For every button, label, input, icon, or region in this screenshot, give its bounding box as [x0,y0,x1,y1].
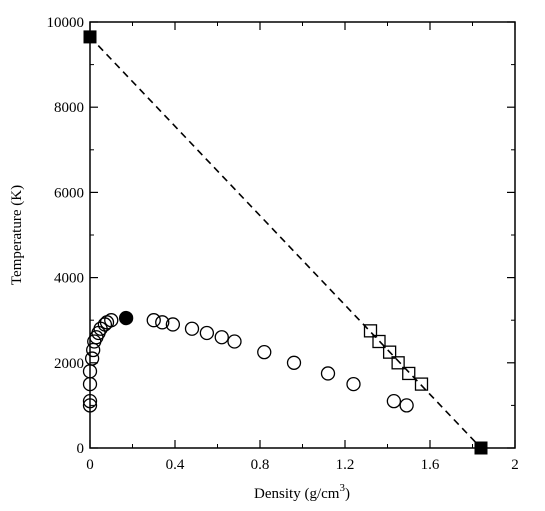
open-circle-point [346,376,361,392]
open-circle-point [214,330,229,345]
open-circle-point [82,393,98,409]
x-axis-label-superscript: 3 [339,482,345,494]
marks [82,30,488,455]
plot-frame [89,21,516,449]
y-tick-label: 8000 [54,100,84,116]
open-square-point [372,334,386,349]
open-circle-point [320,366,336,381]
filled-square-point [474,441,488,455]
open-circle-point [104,313,119,328]
y-tick-label: 0 [77,441,85,457]
y-tick-label: 4000 [54,271,84,287]
open-circle-point [286,355,302,370]
x-tick-label: 0.4 [166,457,185,473]
open-circle-point [165,317,181,332]
x-tick-label: 0.8 [251,457,270,473]
x-tick-label: 2 [511,457,519,473]
open-circle-point [184,321,200,336]
y-tick-label: 10000 [47,15,85,31]
open-circle-point [399,398,414,413]
ticks [89,21,516,449]
filled-circle-point [118,310,134,326]
open-circle-point [386,393,402,409]
x-tick-label: 1.6 [421,457,440,473]
open-circle-point [84,351,100,366]
open-circle-point [155,315,170,330]
open-circle-point [199,325,215,341]
x-tick-label: 0 [86,457,94,473]
x-tick-label: 1.2 [336,457,355,473]
open-circle-point [82,398,98,413]
open-circle-point [227,334,242,349]
y-tick-label: 6000 [54,185,84,201]
open-square-point [363,324,378,338]
x-axis-label: Density (g/cm3) [254,482,350,502]
filled-square-point [83,30,97,44]
y-tick-label: 2000 [54,356,84,372]
dashed-trend-line [89,36,482,449]
open-square-point [382,345,397,359]
open-square-point [402,366,416,381]
y-axis-label: Temperature (K) [9,185,25,285]
x-axis-label-suffix: ) [345,486,350,502]
open-square-point [391,356,405,370]
open-circle-point [257,344,272,360]
open-square-point [414,377,429,391]
open-circle-point [146,313,161,328]
tick-labels: 0 0.4 0.8 1.2 1.6 2 0 2000 4000 6000 8000 10000 [47,15,519,473]
